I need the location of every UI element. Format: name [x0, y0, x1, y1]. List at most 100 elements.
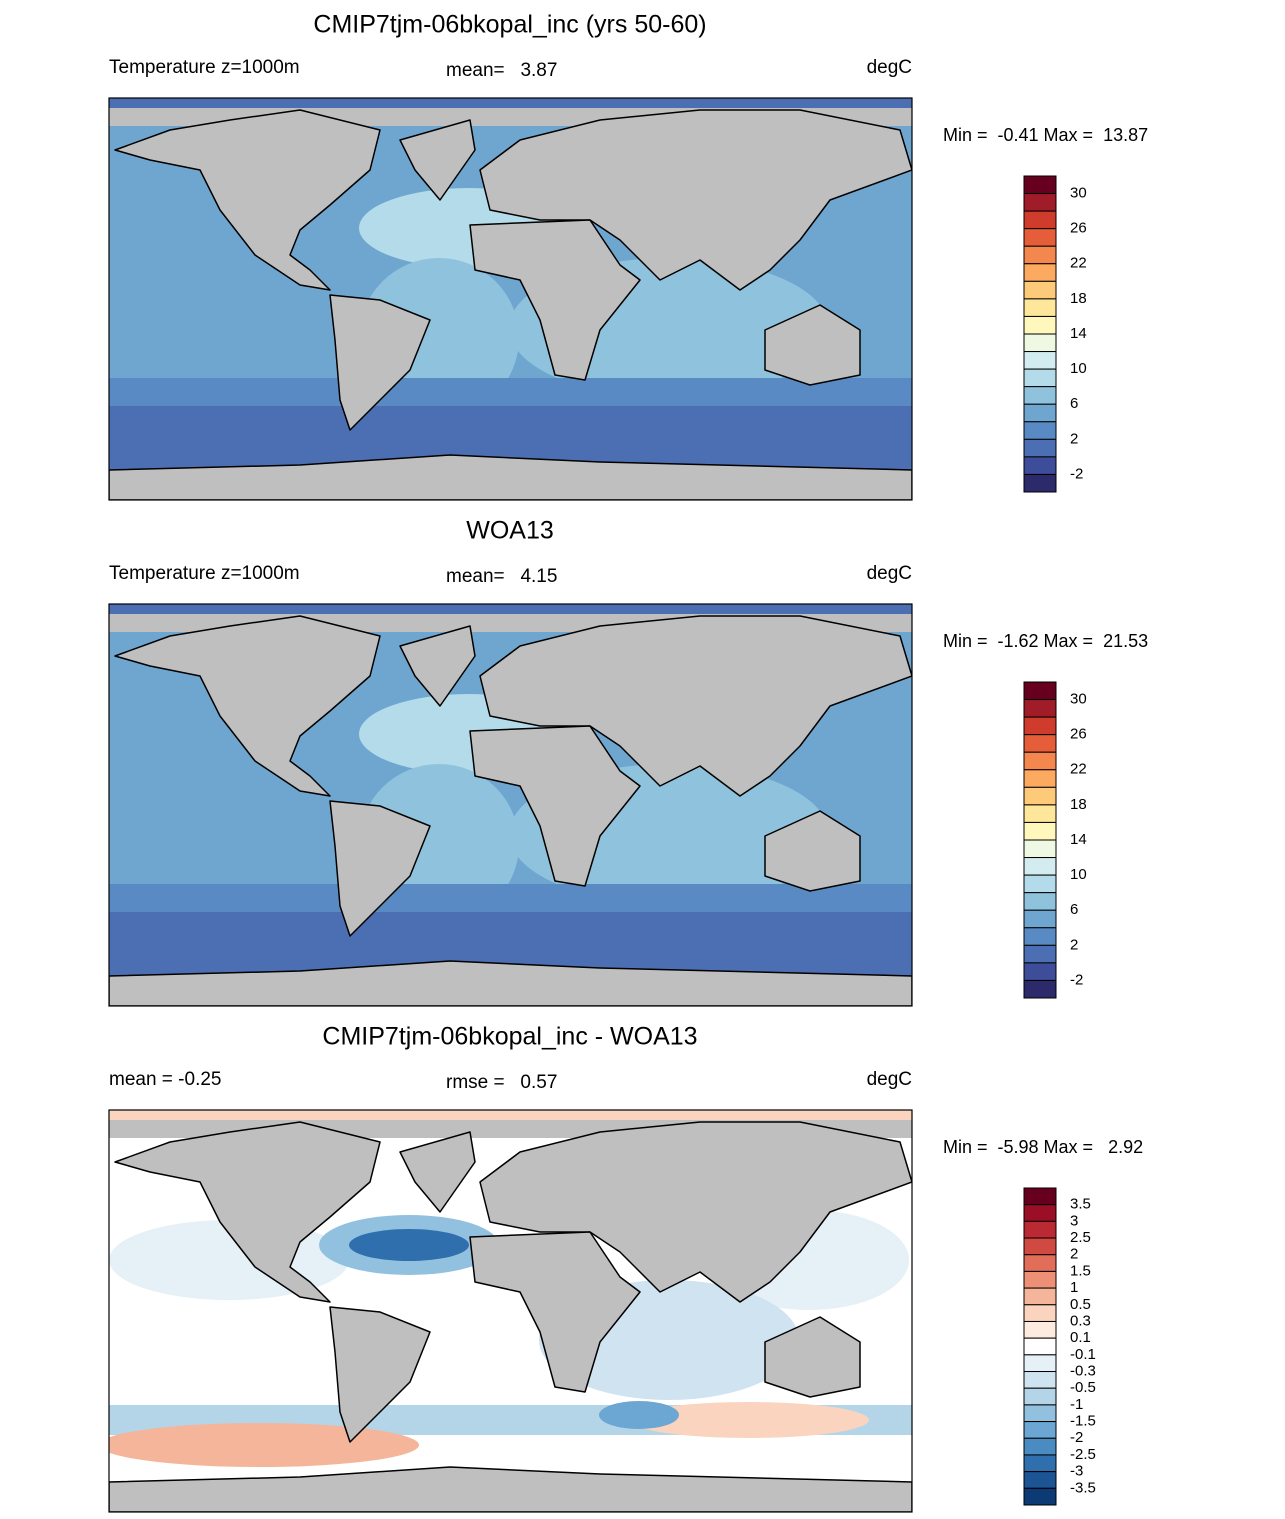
panel-title: CMIP7tjm-06bkopal_inc - WOA13	[322, 1023, 697, 1051]
colorbar-box	[1023, 1354, 1057, 1373]
colorbar-box	[1023, 175, 1057, 195]
right-label: degC	[867, 1069, 912, 1090]
colorbar-label: -2.5	[1070, 1446, 1096, 1463]
colorbar-box	[1023, 386, 1057, 405]
colorbar-box	[1023, 1270, 1057, 1289]
map-frame	[108, 603, 913, 1007]
colorbar-box	[1023, 1337, 1057, 1356]
colorbar-label: 3.5	[1070, 1196, 1091, 1213]
colorbar-box	[1023, 681, 1057, 701]
min-max: Min = -0.41 Max = 13.87	[943, 125, 1148, 145]
colorbar-label: -0.5	[1070, 1379, 1096, 1396]
colorbar-box	[1023, 421, 1057, 440]
colorbar-label: 0.1	[1070, 1329, 1091, 1346]
colorbar-label: 6	[1070, 901, 1078, 918]
colorbar-box	[1023, 456, 1057, 475]
panel-title: WOA13	[466, 517, 554, 545]
colorbar-label: 2.5	[1070, 1229, 1091, 1246]
right-label: degC	[867, 563, 912, 584]
colorbar-label: -0.3	[1070, 1362, 1096, 1379]
map-frame	[108, 97, 913, 501]
colorbar-label: 22	[1070, 255, 1087, 272]
colorbar-label: 26	[1070, 220, 1087, 237]
colorbar-box	[1023, 280, 1057, 300]
colorbar-box	[1023, 1254, 1057, 1272]
colorbar-box	[1023, 769, 1057, 788]
colorbar-box	[1023, 1487, 1057, 1506]
colorbar-box	[1023, 962, 1057, 981]
panel-title: CMIP7tjm-06bkopal_inc (yrs 50-60)	[313, 11, 706, 39]
colorbar-box	[1023, 210, 1057, 230]
colorbar-box	[1023, 368, 1057, 388]
map-frame	[108, 1109, 913, 1513]
colorbar-box	[1023, 1320, 1057, 1339]
colorbar-label: 10	[1070, 866, 1087, 883]
right-label: degC	[867, 57, 912, 78]
colorbar-box	[1023, 751, 1057, 771]
colorbar-box	[1023, 1404, 1057, 1423]
colorbar-box	[1023, 351, 1057, 370]
colorbar-label: 18	[1070, 796, 1087, 813]
min-max: Min = -1.62 Max = 21.53	[943, 631, 1148, 651]
colorbar-box	[1023, 874, 1057, 894]
colorbar-box	[1023, 734, 1057, 753]
colorbar-label: 22	[1070, 761, 1087, 778]
colorbar-box	[1023, 438, 1057, 458]
left-label: Temperature z=1000m	[109, 57, 300, 78]
colorbar-box	[1023, 944, 1057, 964]
min-max: Min = -5.98 Max = 2.92	[943, 1137, 1143, 1157]
colorbar-box	[1023, 1421, 1057, 1439]
colorbar-label: 1	[1070, 1279, 1078, 1296]
colorbar-label: 3	[1070, 1212, 1078, 1229]
colorbar-label: -0.1	[1070, 1346, 1096, 1363]
center-label: mean= 3.87	[446, 60, 557, 81]
colorbar-box	[1023, 1304, 1057, 1322]
colorbar-box	[1023, 1204, 1057, 1222]
colorbar-label: 10	[1070, 360, 1087, 377]
colorbar-box	[1023, 716, 1057, 736]
colorbar-label: 14	[1070, 325, 1087, 342]
colorbar-box	[1023, 821, 1057, 841]
colorbar-box	[1023, 333, 1057, 353]
colorbar-box	[1023, 1387, 1057, 1406]
colorbar-label: 2	[1070, 430, 1078, 447]
colorbar-label: -3.5	[1070, 1479, 1096, 1496]
colorbar-label: 18	[1070, 290, 1087, 307]
colorbar-label: -2	[1070, 465, 1083, 482]
colorbar-box	[1023, 786, 1057, 806]
colorbar-label: 0.3	[1070, 1312, 1091, 1329]
colorbar-label: 2	[1070, 1246, 1078, 1263]
colorbar-label: 6	[1070, 395, 1078, 412]
colorbar-label: 2	[1070, 936, 1078, 953]
colorbar-label: 30	[1070, 691, 1087, 708]
colorbar-label: -2	[1070, 971, 1083, 988]
colorbar-label: 26	[1070, 726, 1087, 743]
colorbar-box	[1023, 403, 1057, 423]
colorbar-box	[1023, 857, 1057, 876]
colorbar-box	[1023, 804, 1057, 823]
left-label: mean = -0.25	[109, 1069, 222, 1090]
colorbar-box	[1023, 228, 1057, 247]
colorbar-label: -3	[1070, 1463, 1083, 1480]
colorbar-label: 14	[1070, 831, 1087, 848]
colorbar-box	[1023, 1437, 1057, 1456]
colorbar-box	[1023, 473, 1057, 493]
colorbar-label: 30	[1070, 185, 1087, 202]
colorbar-box	[1023, 193, 1057, 212]
colorbar-box	[1023, 909, 1057, 929]
colorbar-box	[1023, 699, 1057, 718]
colorbar-box	[1023, 892, 1057, 911]
colorbar-label: -2	[1070, 1429, 1083, 1446]
colorbar-box	[1023, 1454, 1057, 1473]
colorbar-box	[1023, 1187, 1057, 1206]
colorbar-box	[1023, 263, 1057, 282]
colorbar-label: -1.5	[1070, 1413, 1096, 1430]
colorbar-box	[1023, 298, 1057, 317]
center-label: mean= 4.15	[446, 566, 557, 587]
colorbar-box	[1023, 927, 1057, 946]
colorbar-box	[1023, 839, 1057, 859]
colorbar-label: -1	[1070, 1396, 1083, 1413]
colorbar-box	[1023, 1371, 1057, 1389]
colorbar-box	[1023, 315, 1057, 335]
